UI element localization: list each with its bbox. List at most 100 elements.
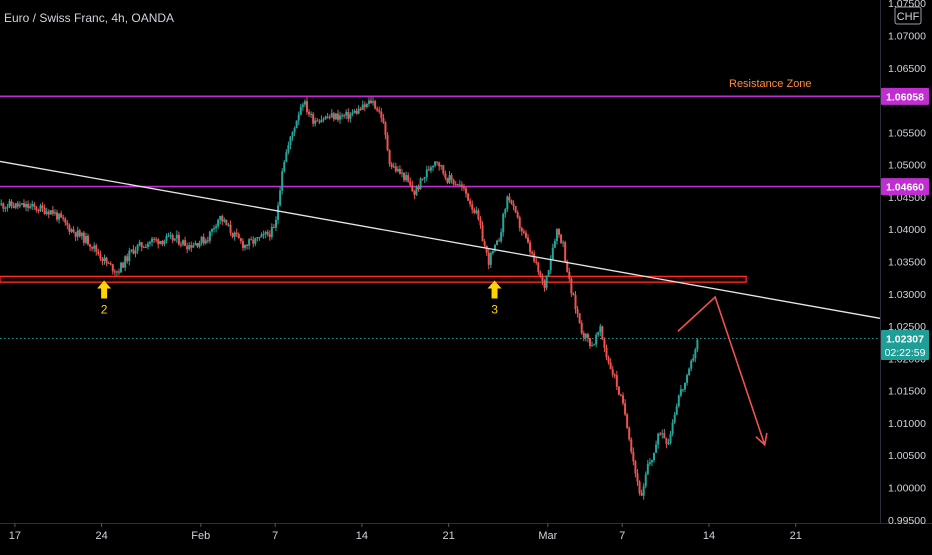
candle	[122, 261, 125, 269]
candle	[543, 279, 546, 292]
candle	[37, 208, 40, 214]
candle	[97, 248, 100, 256]
candle	[613, 373, 616, 379]
candle	[202, 233, 205, 246]
candle	[159, 240, 162, 245]
candle	[409, 177, 412, 187]
candle	[392, 162, 395, 169]
candle	[456, 183, 459, 186]
candle	[407, 172, 410, 183]
candle	[25, 201, 28, 212]
time-tick-label: 14	[703, 530, 715, 542]
candle	[179, 241, 182, 248]
candle	[190, 241, 193, 252]
time-tick-label: 14	[356, 530, 368, 542]
candle	[343, 114, 346, 119]
level-high-badge[interactable]: 1.06058	[881, 87, 929, 105]
candle	[669, 430, 672, 445]
candle	[615, 370, 618, 391]
symbol-title[interactable]: Euro / Swiss Franc, 4h, OANDA	[4, 11, 174, 25]
candle	[229, 220, 232, 236]
candle	[378, 106, 381, 114]
candle	[29, 203, 32, 210]
candle	[527, 234, 529, 244]
candle	[117, 268, 120, 276]
candle	[53, 209, 56, 216]
candle	[2, 202, 5, 212]
candle	[194, 240, 197, 246]
level-mid-badge[interactable]: 1.04660	[881, 178, 929, 196]
candle	[235, 228, 238, 238]
candle	[74, 231, 77, 242]
candle	[438, 161, 441, 171]
candle	[47, 209, 50, 219]
time-tick-label: 21	[790, 530, 802, 542]
candle	[593, 343, 596, 346]
candle	[617, 386, 620, 396]
candle	[384, 121, 387, 140]
candle	[601, 325, 604, 341]
currency-badge[interactable]: CHF	[894, 6, 922, 25]
candle	[657, 432, 660, 449]
price-tick-label: 1.01000	[888, 418, 926, 430]
marker-arrow-3[interactable]: 3	[487, 280, 502, 317]
candle	[659, 431, 662, 437]
candle	[427, 165, 430, 171]
price-tick-label: 0.99500	[888, 515, 926, 527]
candle	[619, 393, 622, 397]
descending-trendline[interactable]	[0, 160, 881, 319]
candle	[398, 165, 401, 175]
candle	[586, 332, 589, 343]
candle	[115, 270, 118, 277]
projection-path[interactable]	[677, 295, 766, 446]
candle	[223, 217, 226, 223]
candle	[70, 228, 73, 234]
candle	[262, 230, 265, 239]
current-price-badge-text: 1.02307	[886, 334, 924, 346]
time-axis[interactable]: 17 24 Feb 7 14 21 Mar 7 14 21	[9, 523, 802, 542]
candle	[285, 149, 288, 163]
candle	[318, 119, 321, 125]
candle	[570, 276, 573, 297]
marker-arrow-2[interactable]: 2	[97, 280, 112, 317]
candle	[367, 97, 370, 107]
candle	[279, 186, 282, 207]
price-axis[interactable]: 1.075001.070001.065001.060001.055001.050…	[888, 0, 926, 527]
candle	[349, 112, 352, 123]
candle	[326, 112, 329, 119]
candle	[297, 111, 300, 125]
time-tick-label: 24	[96, 530, 108, 542]
candle	[198, 240, 201, 249]
candle	[479, 216, 482, 229]
candle	[611, 365, 614, 378]
candle	[382, 113, 385, 125]
candle	[646, 459, 649, 476]
candle	[80, 232, 83, 240]
candle	[268, 230, 271, 241]
candle	[396, 166, 399, 173]
countdown-text: 02:22:59	[885, 347, 926, 359]
candle	[434, 161, 437, 168]
candle	[545, 275, 548, 291]
candle	[78, 228, 81, 238]
candle	[4, 206, 7, 213]
candle	[508, 193, 511, 203]
candle	[126, 253, 129, 264]
time-tick-label: 21	[443, 530, 455, 542]
candle	[43, 204, 46, 215]
candle	[413, 189, 416, 200]
candle	[328, 114, 331, 120]
horizontal-levels-layer	[0, 95, 880, 340]
candle	[163, 239, 166, 247]
candle	[312, 111, 315, 127]
candle	[283, 159, 286, 173]
support-zone[interactable]	[0, 275, 747, 283]
projection-layer	[677, 295, 768, 447]
candle	[510, 199, 513, 205]
candle	[584, 332, 587, 342]
candle	[239, 237, 242, 244]
price-tick-label: 1.00500	[888, 450, 926, 462]
